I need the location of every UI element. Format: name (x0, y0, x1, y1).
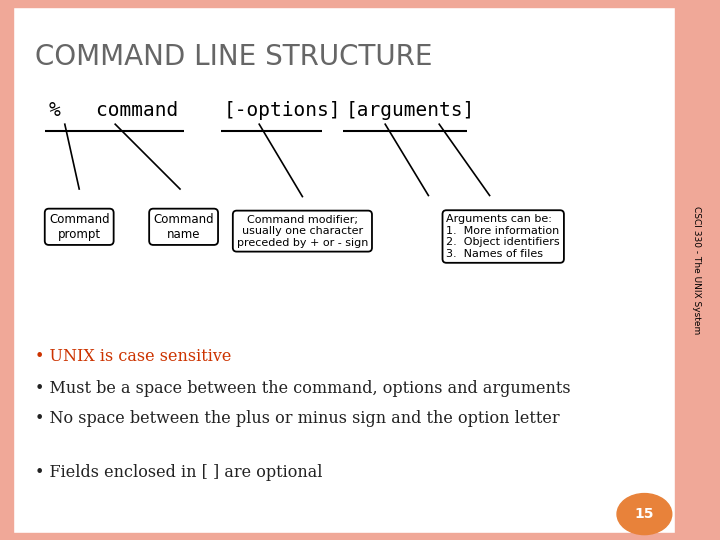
Text: Command modifier;
usually one character
preceded by + or - sign: Command modifier; usually one character … (237, 214, 368, 248)
Text: [-options]: [-options] (223, 101, 341, 120)
Circle shape (617, 494, 672, 535)
Bar (0, 0, 720, 7)
Text: Arguments can be:
1.  More information
2.  Object identifiers
3.  Names of files: Arguments can be: 1. More information 2.… (446, 214, 560, 259)
Text: %   command: % command (49, 101, 179, 120)
Text: • No space between the plus or minus sign and the option letter: • No space between the plus or minus sig… (35, 410, 559, 427)
Text: 15: 15 (634, 507, 654, 521)
Text: Command
prompt: Command prompt (49, 213, 109, 241)
Text: • Fields enclosed in [ ] are optional: • Fields enclosed in [ ] are optional (35, 464, 322, 481)
Text: Command
name: Command name (153, 213, 214, 241)
Text: [arguments]: [arguments] (346, 101, 475, 120)
Bar (0, 533, 720, 540)
Bar (675, 0, 720, 540)
Text: CSCI 330 - The UNIX System: CSCI 330 - The UNIX System (693, 206, 701, 334)
Bar (0, 0, 13, 540)
Text: • UNIX is case sensitive: • UNIX is case sensitive (35, 348, 231, 365)
Text: • Must be a space between the command, options and arguments: • Must be a space between the command, o… (35, 380, 570, 397)
Text: COMMAND LINE STRUCTURE: COMMAND LINE STRUCTURE (35, 43, 432, 71)
